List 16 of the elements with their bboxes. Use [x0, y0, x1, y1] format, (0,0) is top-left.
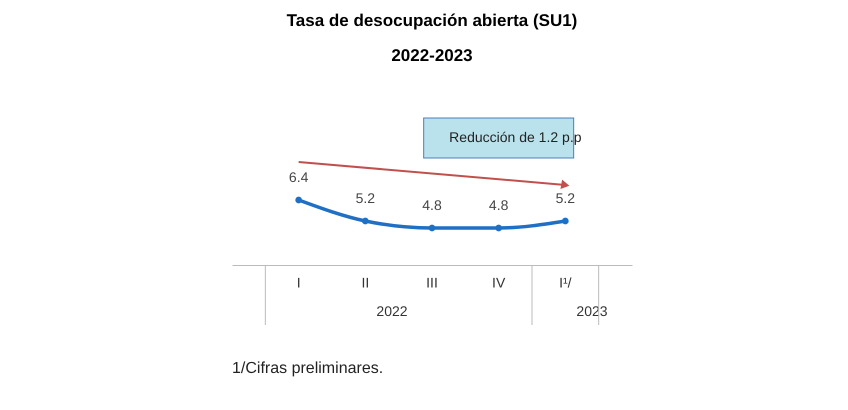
- text: 2023: [576, 303, 608, 319]
- text: Reducción de 1.2 p.p: [449, 129, 582, 145]
- text: 1/Cifras preliminares.: [232, 360, 384, 377]
- data-label: 4.8: [488, 197, 509, 214]
- chart-title: Tasa de desocupación abierta (SU1): [286, 11, 578, 30]
- x-tick-label: III: [426, 274, 438, 290]
- x-tick-label: I¹/: [559, 274, 572, 290]
- data-label: 4.8: [422, 197, 442, 214]
- x-tick-label: II: [361, 274, 370, 290]
- chart-subtitle: 2022-2023: [391, 46, 473, 65]
- x-tick-label: IV: [492, 274, 506, 290]
- data-label: 5.2: [356, 190, 376, 206]
- data-label: 6.4: [288, 168, 309, 185]
- data-label: 5.2: [556, 190, 576, 206]
- text: 2022: [376, 303, 408, 319]
- x-tick-label: I: [296, 274, 301, 290]
